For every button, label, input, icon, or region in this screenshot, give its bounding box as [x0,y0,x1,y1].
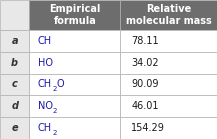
Bar [29,74,120,95]
Bar [29,30,120,52]
Bar [120,52,217,74]
Text: 78.11: 78.11 [131,36,159,46]
Text: e: e [11,123,18,133]
Text: Relative
molecular mass: Relative molecular mass [126,4,212,26]
Bar [120,74,217,95]
Bar [29,117,120,139]
Bar [120,30,217,52]
Text: CH: CH [38,36,52,46]
Text: NO: NO [38,101,53,111]
Text: c: c [12,80,18,89]
Text: d: d [11,101,18,111]
Bar [29,0,120,30]
Bar [0,74,29,95]
Bar [0,0,29,30]
Bar [0,52,29,74]
Bar [120,0,217,30]
Text: HO: HO [38,58,53,68]
Text: CH: CH [38,123,52,133]
Text: a: a [11,36,18,46]
Bar [0,95,29,117]
Bar [0,30,29,52]
Text: O: O [56,80,64,89]
Text: 46.01: 46.01 [131,101,159,111]
Text: b: b [11,58,18,68]
Text: 2: 2 [52,86,56,92]
Bar [29,52,120,74]
Text: 90.09: 90.09 [131,80,159,89]
Text: 34.02: 34.02 [131,58,159,68]
Bar [120,117,217,139]
Text: Empirical
formula: Empirical formula [49,4,100,26]
Text: 2: 2 [53,108,57,114]
Text: 154.29: 154.29 [131,123,165,133]
Bar [120,95,217,117]
Bar [29,95,120,117]
Text: 2: 2 [52,130,56,136]
Text: CH: CH [38,80,52,89]
Bar [0,117,29,139]
